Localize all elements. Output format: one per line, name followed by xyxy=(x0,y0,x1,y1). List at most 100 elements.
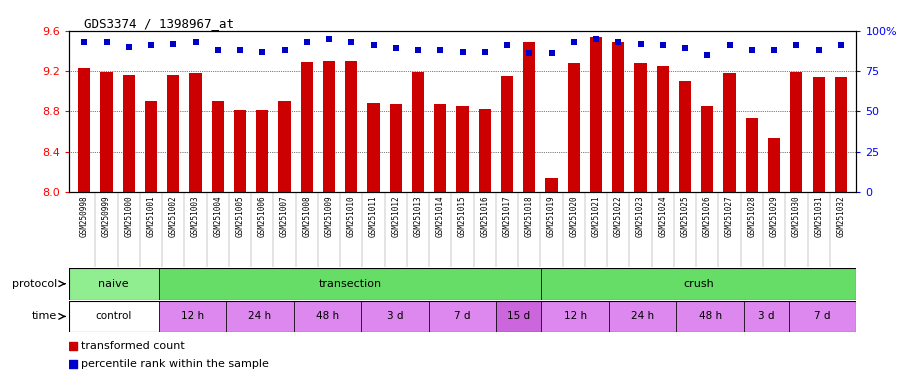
Bar xyxy=(501,76,513,192)
Point xyxy=(455,49,470,55)
Bar xyxy=(479,109,491,192)
Point xyxy=(233,47,247,53)
Bar xyxy=(545,178,558,192)
Point xyxy=(77,39,92,45)
Text: 24 h: 24 h xyxy=(248,311,271,321)
Bar xyxy=(345,61,357,192)
Point xyxy=(656,42,671,48)
Text: GSM251022: GSM251022 xyxy=(614,196,623,237)
Text: GSM251010: GSM251010 xyxy=(347,196,355,237)
Bar xyxy=(635,63,647,192)
Text: GSM250999: GSM250999 xyxy=(102,196,111,237)
Bar xyxy=(456,106,469,192)
Text: 7 d: 7 d xyxy=(814,311,831,321)
Point xyxy=(522,50,537,56)
Text: GSM251031: GSM251031 xyxy=(814,196,823,237)
Bar xyxy=(702,106,714,192)
Text: GSM251023: GSM251023 xyxy=(636,196,645,237)
Text: naive: naive xyxy=(98,279,129,289)
Text: GSM251006: GSM251006 xyxy=(257,196,267,237)
Point xyxy=(544,50,559,56)
Text: GDS3374 / 1398967_at: GDS3374 / 1398967_at xyxy=(84,17,234,30)
Bar xyxy=(744,301,789,332)
Text: 7 d: 7 d xyxy=(454,311,471,321)
Bar xyxy=(657,66,669,192)
Text: GSM251011: GSM251011 xyxy=(369,196,378,237)
Point xyxy=(745,47,759,53)
Text: GSM251016: GSM251016 xyxy=(480,196,489,237)
Text: GSM251020: GSM251020 xyxy=(570,196,578,237)
Text: GSM251019: GSM251019 xyxy=(547,196,556,237)
Text: GSM251002: GSM251002 xyxy=(169,196,178,237)
Bar xyxy=(294,301,361,332)
Text: GSM251005: GSM251005 xyxy=(235,196,245,237)
Bar xyxy=(234,110,246,192)
Text: GSM251009: GSM251009 xyxy=(324,196,333,237)
Text: GSM251021: GSM251021 xyxy=(592,196,601,237)
Text: transformed count: transformed count xyxy=(82,341,185,351)
Text: GSM251017: GSM251017 xyxy=(503,196,512,237)
Point xyxy=(211,47,225,53)
Point xyxy=(344,39,359,45)
Bar xyxy=(609,301,676,332)
Bar xyxy=(523,42,536,192)
Text: GSM251025: GSM251025 xyxy=(681,196,690,237)
Bar xyxy=(768,137,780,192)
Point xyxy=(678,45,692,51)
Bar xyxy=(541,268,856,300)
Point xyxy=(633,41,648,47)
Text: GSM251004: GSM251004 xyxy=(213,196,223,237)
Bar xyxy=(69,268,158,300)
Point xyxy=(566,39,581,45)
Point xyxy=(388,45,403,51)
Bar xyxy=(590,37,602,192)
Point xyxy=(188,39,202,45)
Point xyxy=(99,39,114,45)
Bar xyxy=(145,101,158,192)
Point xyxy=(66,361,81,367)
Point xyxy=(723,42,737,48)
Text: GSM251012: GSM251012 xyxy=(391,196,400,237)
Bar xyxy=(434,104,446,192)
Point xyxy=(322,36,336,42)
Point xyxy=(589,36,604,42)
Text: GSM251029: GSM251029 xyxy=(769,196,779,237)
Bar xyxy=(612,42,625,192)
Text: GSM250998: GSM250998 xyxy=(80,196,89,237)
Text: GSM251024: GSM251024 xyxy=(659,196,668,237)
Bar xyxy=(158,301,226,332)
Bar xyxy=(541,301,609,332)
Bar xyxy=(568,63,580,192)
Text: 15 d: 15 d xyxy=(507,311,530,321)
Point xyxy=(700,52,714,58)
Bar xyxy=(361,301,429,332)
Point xyxy=(255,49,269,55)
Bar xyxy=(323,61,335,192)
Bar xyxy=(834,77,847,192)
Text: time: time xyxy=(32,311,58,321)
Text: 24 h: 24 h xyxy=(631,311,654,321)
Text: transection: transection xyxy=(319,279,382,289)
Bar xyxy=(412,72,424,192)
Text: GSM251018: GSM251018 xyxy=(525,196,534,237)
Point xyxy=(278,47,292,53)
Bar xyxy=(367,103,380,192)
Bar xyxy=(679,81,692,192)
Bar xyxy=(724,73,736,192)
Text: 48 h: 48 h xyxy=(699,311,722,321)
Bar xyxy=(496,301,541,332)
Point xyxy=(410,47,425,53)
Point xyxy=(166,41,180,47)
Bar xyxy=(812,77,824,192)
Point xyxy=(812,47,826,53)
Text: control: control xyxy=(95,311,132,321)
Text: percentile rank within the sample: percentile rank within the sample xyxy=(82,359,269,369)
Bar xyxy=(676,301,744,332)
Bar xyxy=(101,72,113,192)
Text: 12 h: 12 h xyxy=(563,311,586,321)
Bar xyxy=(429,301,496,332)
Point xyxy=(66,343,81,349)
Text: GSM251001: GSM251001 xyxy=(147,196,156,237)
Text: GSM251015: GSM251015 xyxy=(458,196,467,237)
Bar xyxy=(389,104,402,192)
